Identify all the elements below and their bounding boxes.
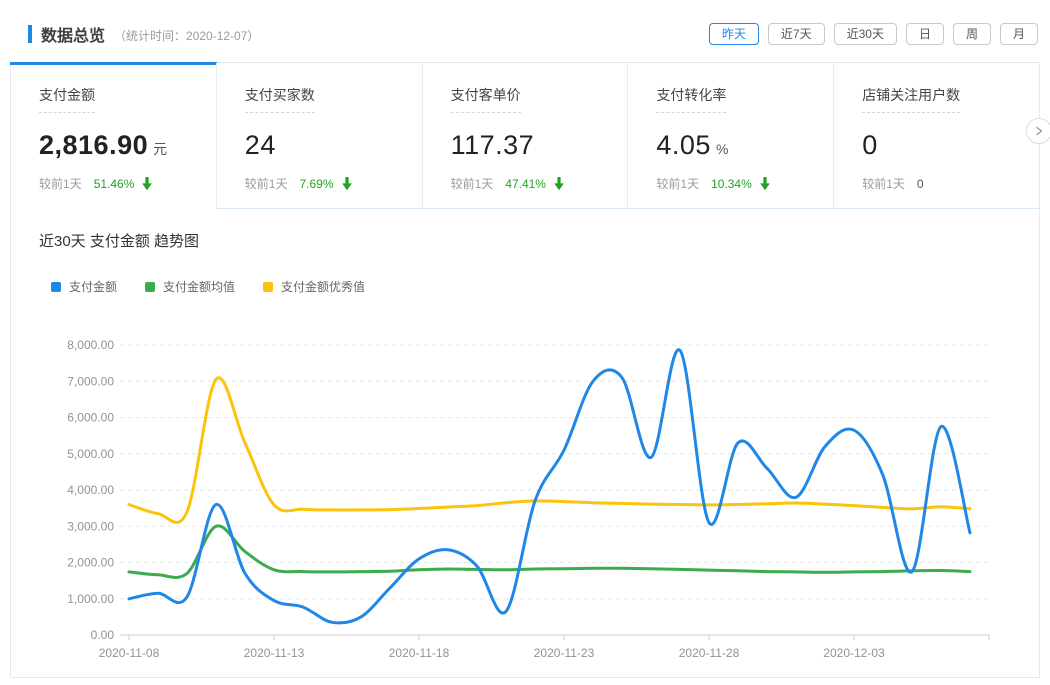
metric-compare-row: 较前1天 10.34% — [656, 175, 807, 192]
trend-line-chart: 8,000.00 7,000.00 6,000.00 5,000.00 4,000.00… — [67, 338, 990, 660]
page-header: 数据总览 （统计时间：2020-12-07） 昨天 近7天 近30天 日 周 月 — [10, 22, 1038, 46]
svg-text:1,000.00: 1,000.00 — [67, 592, 114, 606]
chart-title: 近30天 支付金额 趋势图 — [39, 233, 200, 250]
metric-card-shop-followers[interactable]: 店铺关注用户数 0 较前1天 0 — [833, 63, 1039, 208]
overview-panel: 支付金额 2,816.90 元 较前1天 51.46% 支付买家数 24 较前1天… — [10, 62, 1050, 678]
svg-text:4,000.00: 4,000.00 — [67, 483, 114, 497]
compare-period-label: 较前1天 — [656, 177, 700, 191]
metric-value-row: 117.37 — [451, 130, 602, 160]
date-range-group: 昨天 近7天 近30天 日 周 月 — [708, 23, 1038, 45]
compare-change-value: 47.41% — [505, 176, 546, 191]
metric-value: 0 — [862, 130, 878, 160]
compare-change-value: 7.69% — [299, 176, 334, 191]
metric-card-pay-amount[interactable]: 支付金额 2,816.90 元 较前1天 51.46% — [10, 62, 217, 209]
metric-value-row: 0 — [862, 130, 1013, 160]
metric-value-row: 4.05% — [656, 130, 807, 160]
range-button-30days[interactable]: 近30天 — [833, 23, 897, 45]
metric-card-conversion-rate[interactable]: 支付转化率 4.05% 较前1天 10.34% — [627, 63, 834, 208]
legend-label: 支付金额优秀值 — [281, 280, 366, 294]
metric-title: 支付金额 — [39, 85, 190, 113]
range-button-week[interactable]: 周 — [952, 23, 991, 45]
arrow-down-icon — [341, 176, 352, 190]
metric-title: 店铺关注用户数 — [862, 85, 1013, 113]
arrow-down-icon — [142, 176, 153, 190]
metric-card-pay-buyers[interactable]: 支付买家数 24 较前1天 7.69% — [215, 63, 422, 208]
metric-unit: % — [715, 141, 729, 157]
metric-value: 117.37 — [450, 130, 535, 160]
metric-title: 支付买家数 — [244, 85, 396, 113]
compare-period-label: 较前1天 — [862, 177, 905, 191]
svg-text:2020-11-23: 2020-11-23 — [534, 646, 595, 660]
metric-cards-row: 支付金额 2,816.90 元 较前1天 51.46% 支付买家数 24 较前1天… — [10, 62, 1039, 209]
carousel-next-button[interactable] — [1026, 118, 1050, 144]
metric-unit: 元 — [153, 141, 168, 157]
trend-chart-section: 近30天 支付金额 趋势图 支付金额 支付金额均值 支付金额优秀值 8,000.… — [11, 209, 1039, 667]
stat-time-label: （统计时间：2020-12-07） — [114, 28, 260, 43]
range-button-7days[interactable]: 近7天 — [767, 23, 825, 45]
legend-label: 支付金额均值 — [163, 280, 236, 294]
metric-compare-row: 较前1天 0 — [862, 175, 1013, 192]
svg-text:5,000.00: 5,000.00 — [67, 447, 114, 461]
range-button-day[interactable]: 日 — [905, 23, 944, 45]
title-accent-bar — [28, 25, 32, 43]
metric-value: 24 — [244, 130, 276, 160]
compare-period-label: 较前1天 — [244, 177, 288, 191]
compare-change-value: 10.34% — [711, 176, 752, 191]
compare-change-value: 51.46% — [93, 176, 135, 191]
legend-swatch-yellow — [263, 281, 274, 292]
svg-text:6,000.00: 6,000.00 — [67, 411, 114, 425]
metric-value-row: 2,816.90 元 — [39, 130, 190, 160]
range-button-yesterday[interactable]: 昨天 — [708, 23, 759, 45]
compare-period-label: 较前1天 — [39, 177, 82, 191]
range-button-month[interactable]: 月 — [999, 23, 1038, 45]
chevron-right-icon — [1036, 126, 1043, 136]
metric-title: 支付转化率 — [656, 85, 807, 113]
svg-text:7,000.00: 7,000.00 — [67, 374, 114, 388]
arrow-down-icon — [554, 176, 564, 190]
chart-legend: 支付金额 支付金额均值 支付金额优秀值 — [51, 278, 1039, 295]
legend-swatch-green — [145, 281, 156, 292]
metric-compare-row: 较前1天 47.41% — [451, 175, 602, 192]
legend-swatch-blue — [51, 281, 61, 292]
svg-text:0.00: 0.00 — [91, 628, 115, 642]
svg-text:2020-11-13: 2020-11-13 — [244, 646, 305, 660]
metric-value: 2,816.90 — [39, 130, 149, 160]
legend-label: 支付金额 — [69, 280, 118, 294]
arrow-down-icon — [759, 176, 770, 190]
svg-text:2020-11-08: 2020-11-08 — [99, 646, 160, 660]
metric-card-pay-per-customer[interactable]: 支付客单价 117.37 较前1天 47.41% — [421, 63, 628, 208]
metric-compare-row: 较前1天 7.69% — [245, 175, 396, 192]
metric-title: 支付客单价 — [450, 85, 602, 113]
metric-value-row: 24 — [245, 130, 396, 160]
svg-text:8,000.00: 8,000.00 — [67, 338, 114, 352]
svg-text:3,000.00: 3,000.00 — [67, 519, 114, 533]
metric-compare-row: 较前1天 51.46% — [39, 175, 190, 192]
page-title: 数据总览 — [41, 28, 106, 45]
svg-text:2020-11-18: 2020-11-18 — [389, 646, 450, 660]
svg-text:2020-12-03: 2020-12-03 — [823, 646, 885, 660]
compare-period-label: 较前1天 — [450, 177, 494, 191]
legend-item-excellent[interactable]: 支付金额优秀值 — [263, 278, 365, 295]
legend-item-average[interactable]: 支付金额均值 — [145, 278, 235, 295]
legend-item-pay-amount[interactable]: 支付金额 — [51, 278, 117, 295]
svg-text:2,000.00: 2,000.00 — [67, 556, 114, 570]
metric-value: 4.05 — [656, 130, 711, 160]
svg-text:2020-11-28: 2020-11-28 — [679, 646, 740, 660]
compare-change-value: 0 — [916, 176, 924, 191]
